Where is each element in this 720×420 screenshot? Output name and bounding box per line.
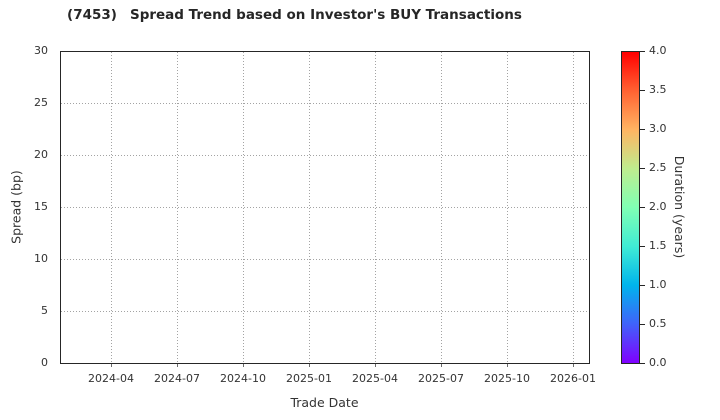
- colorbar-tick-label: 2.0: [649, 200, 667, 213]
- x-tick-mark: [441, 364, 442, 367]
- y-tick-label: 5: [41, 304, 48, 317]
- x-axis-label: Trade Date: [290, 395, 359, 410]
- x-tick-mark: [111, 364, 112, 367]
- colorbar-tick-mark: [640, 51, 645, 52]
- colorbar-tick-mark: [640, 246, 645, 247]
- grid-line-horizontal: [61, 259, 588, 260]
- colorbar-gradient: [621, 51, 640, 364]
- x-tick-label: 2025-01: [286, 372, 332, 385]
- grid-line-horizontal: [61, 103, 588, 104]
- grid-line-horizontal: [61, 311, 588, 312]
- x-tick-mark: [573, 364, 574, 367]
- grid-line-vertical: [441, 52, 442, 362]
- colorbar-tick-label: 1.0: [649, 278, 667, 291]
- colorbar-tick-mark: [640, 207, 645, 208]
- grid-line-vertical: [573, 52, 574, 362]
- chart-title-ticker: (7453): [67, 7, 117, 23]
- x-tick-mark: [375, 364, 376, 367]
- colorbar-tick-mark: [640, 129, 645, 130]
- colorbar-tick-mark: [640, 363, 645, 364]
- x-tick-mark: [243, 364, 244, 367]
- y-tick-label: 20: [34, 148, 48, 161]
- colorbar-tick-mark: [640, 285, 645, 286]
- x-tick-label: 2024-10: [220, 372, 266, 385]
- grid-line-vertical: [177, 52, 178, 362]
- chart-title: (7453) Spread Trend based on Investor's B…: [0, 7, 589, 23]
- grid-line-horizontal: [61, 207, 588, 208]
- grid-line-vertical: [243, 52, 244, 362]
- grid-line-vertical: [507, 52, 508, 362]
- grid-line-vertical: [375, 52, 376, 362]
- y-tick-label: 30: [34, 44, 48, 57]
- x-tick-label: 2025-07: [418, 372, 464, 385]
- colorbar-tick-label: 3.0: [649, 122, 667, 135]
- x-tick-mark: [177, 364, 178, 367]
- x-tick-label: 2025-04: [352, 372, 398, 385]
- x-tick-label: 2025-10: [484, 372, 530, 385]
- x-tick-mark: [309, 364, 310, 367]
- colorbar-tick-mark: [640, 324, 645, 325]
- colorbar-tick-mark: [640, 168, 645, 169]
- y-tick-label: 25: [34, 96, 48, 109]
- grid-line-vertical: [111, 52, 112, 362]
- grid-line-horizontal: [61, 155, 588, 156]
- x-tick-label: 2024-07: [154, 372, 200, 385]
- colorbar-label: Duration (years): [672, 155, 687, 259]
- y-tick-label: 10: [34, 252, 48, 265]
- colorbar-tick-label: 0.0: [649, 356, 667, 369]
- colorbar-tick-mark: [640, 90, 645, 91]
- y-tick-label: 0: [41, 356, 48, 369]
- grid-line-vertical: [309, 52, 310, 362]
- x-tick-mark: [507, 364, 508, 367]
- colorbar-tick-label: 4.0: [649, 44, 667, 57]
- chart-title-text: Spread Trend based on Investor's BUY Tra…: [129, 7, 522, 23]
- colorbar-tick-label: 0.5: [649, 317, 667, 330]
- y-tick-label: 15: [34, 200, 48, 213]
- colorbar-tick-label: 2.5: [649, 161, 667, 174]
- colorbar-tick-label: 1.5: [649, 239, 667, 252]
- x-tick-label: 2024-04: [88, 372, 134, 385]
- colorbar-tick-label: 3.5: [649, 83, 667, 96]
- x-tick-label: 2026-01: [550, 372, 596, 385]
